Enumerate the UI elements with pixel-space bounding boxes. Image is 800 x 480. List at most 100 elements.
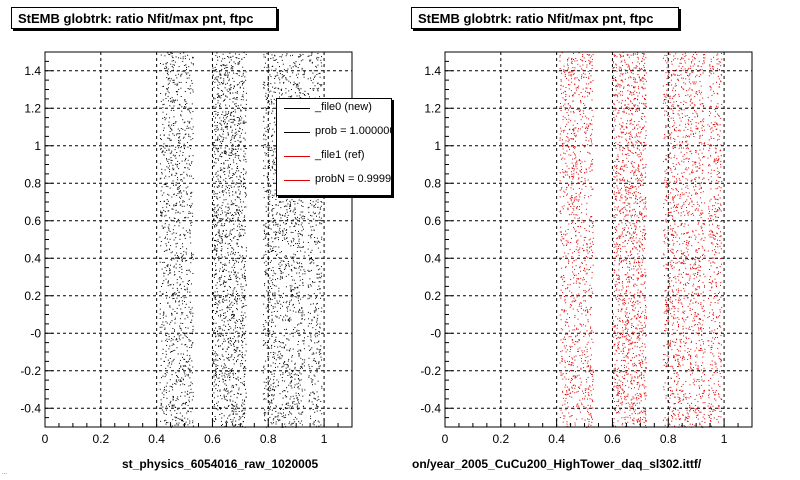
data-point <box>320 353 322 354</box>
data-point <box>268 199 270 200</box>
data-point <box>317 89 319 91</box>
data-point <box>169 406 170 408</box>
data-point <box>273 173 275 175</box>
data-point <box>560 239 562 241</box>
data-point <box>229 304 231 306</box>
data-point <box>314 76 315 78</box>
data-point <box>162 107 164 109</box>
data-point <box>163 411 165 413</box>
data-point <box>172 383 174 385</box>
data-point <box>216 71 218 73</box>
data-point <box>161 340 163 342</box>
data-point <box>216 282 218 284</box>
data-point <box>263 229 265 231</box>
data-point <box>175 203 177 205</box>
data-point <box>228 234 230 236</box>
data-point <box>230 200 232 202</box>
data-point <box>292 72 294 74</box>
data-point <box>190 381 192 383</box>
data-point <box>172 360 174 362</box>
data-point <box>576 214 578 216</box>
data-point <box>288 264 290 266</box>
data-point <box>236 346 238 348</box>
data-point <box>239 159 241 161</box>
data-point <box>275 405 277 407</box>
data-point <box>592 255 593 257</box>
data-point <box>562 256 564 258</box>
data-point <box>226 125 228 127</box>
data-point <box>238 123 240 125</box>
data-point <box>216 354 218 356</box>
data-point <box>170 100 172 102</box>
data-point <box>301 390 303 392</box>
data-point <box>235 325 236 327</box>
data-point <box>575 198 577 200</box>
data-point <box>180 253 182 254</box>
data-point <box>169 238 171 240</box>
data-point <box>181 420 183 422</box>
data-point <box>227 307 229 309</box>
data-point <box>182 337 184 339</box>
data-point <box>272 419 274 421</box>
data-point <box>215 302 217 303</box>
data-point <box>172 133 174 135</box>
data-point <box>270 90 272 92</box>
data-point <box>166 397 168 399</box>
data-point <box>222 290 224 292</box>
data-point <box>229 89 231 91</box>
data-point <box>235 378 237 380</box>
data-point <box>176 381 178 383</box>
data-point <box>592 188 594 190</box>
data-point <box>186 103 188 104</box>
data-point <box>561 358 563 360</box>
data-point <box>317 289 319 290</box>
data-point <box>281 277 283 279</box>
data-point <box>559 54 561 56</box>
data-point <box>225 74 226 76</box>
data-point <box>586 171 588 173</box>
data-point <box>318 361 320 363</box>
data-point <box>160 245 162 247</box>
data-point <box>577 390 579 392</box>
data-point <box>215 110 217 112</box>
data-point <box>168 148 170 150</box>
data-point <box>288 358 290 360</box>
data-point <box>171 404 173 406</box>
data-point <box>231 318 233 320</box>
data-point <box>585 213 587 215</box>
data-point <box>273 148 275 150</box>
data-point <box>303 361 305 363</box>
data-point <box>574 392 576 394</box>
data-point <box>291 279 293 281</box>
data-point <box>298 375 299 376</box>
data-point <box>303 255 305 257</box>
data-point <box>224 236 226 238</box>
data-point <box>300 357 302 359</box>
data-point <box>184 301 185 302</box>
data-point <box>233 411 235 413</box>
data-point <box>274 303 276 305</box>
data-point <box>303 340 305 342</box>
data-point <box>226 399 228 401</box>
data-point <box>182 254 184 256</box>
data-point <box>179 379 181 381</box>
data-point <box>217 59 219 61</box>
data-point <box>283 342 284 344</box>
data-point <box>270 190 272 192</box>
data-point <box>264 82 266 84</box>
data-point <box>231 354 233 356</box>
data-point <box>264 283 266 284</box>
data-point <box>217 87 219 89</box>
legend-entry-probn: probN = 0.999969 <box>277 171 391 191</box>
data-point <box>240 256 242 258</box>
data-point <box>586 64 588 66</box>
data-point <box>289 196 291 198</box>
data-point <box>282 365 284 367</box>
data-point <box>295 243 297 245</box>
data-point <box>244 366 246 368</box>
data-point <box>218 256 220 258</box>
data-point <box>265 251 267 253</box>
data-point <box>236 239 238 240</box>
data-point <box>229 337 231 339</box>
data-point <box>168 162 170 164</box>
